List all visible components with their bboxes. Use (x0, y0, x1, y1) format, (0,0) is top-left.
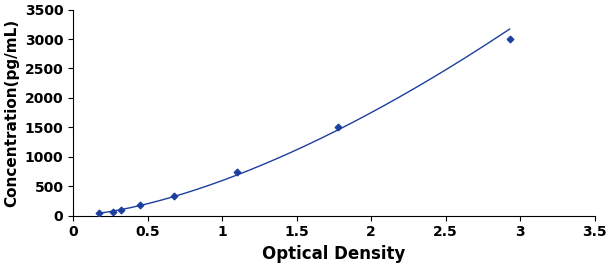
X-axis label: Optical Density: Optical Density (262, 245, 406, 263)
Y-axis label: Concentration(pg/mL): Concentration(pg/mL) (4, 18, 19, 207)
